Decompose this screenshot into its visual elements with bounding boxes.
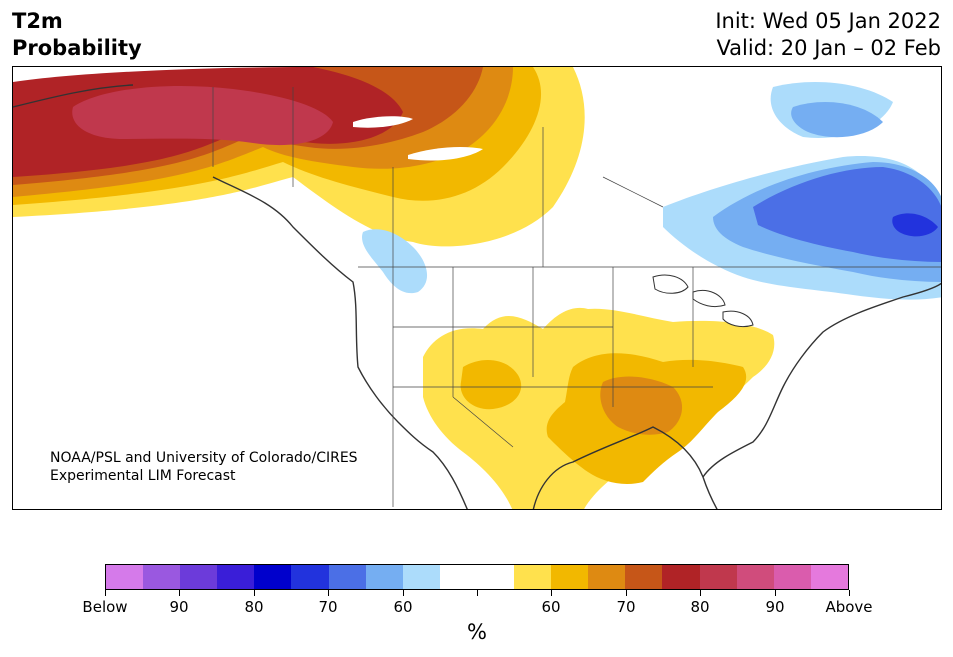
colorbar-segment <box>662 565 700 589</box>
colorbar-tick-label: 90 <box>765 598 785 616</box>
colorbar-segment <box>143 565 181 589</box>
valid-period: Valid: 20 Jan – 02 Feb <box>716 36 941 60</box>
title-variable: T2m <box>12 9 63 33</box>
credit-line-2: Experimental LIM Forecast <box>50 468 236 484</box>
great-slave-lake <box>408 147 483 161</box>
forecast-dates: Init: Wed 05 Jan 2022 Valid: 20 Jan – 02… <box>715 8 941 62</box>
anomaly-region-warm-65 <box>460 353 747 484</box>
colorbar-segment <box>254 565 292 589</box>
colorbar-segment <box>514 565 552 589</box>
colorbar-segment <box>439 565 477 589</box>
colorbar-segment <box>810 565 848 589</box>
colorbar-segment <box>588 565 626 589</box>
init-date: Init: Wed 05 Jan 2022 <box>715 9 941 33</box>
anomaly-region-cold-80 <box>892 213 938 237</box>
coastline <box>13 84 941 509</box>
title-type: Probability <box>12 36 142 60</box>
credit-line-1: NOAA/PSL and University of Colorado/CIRE… <box>50 450 358 466</box>
colorbar-tick <box>775 590 776 596</box>
colorbar-tick <box>626 590 627 596</box>
colorbar-tick-label: Below <box>82 598 128 616</box>
colorbar-segment <box>551 565 589 589</box>
map-canvas <box>13 67 941 509</box>
colorbar-tick <box>551 590 552 596</box>
colorbar-segment <box>773 565 811 589</box>
colorbar-segment <box>180 565 218 589</box>
map-title: T2m Probability <box>12 8 142 62</box>
colorbar-tick-label: Above <box>825 598 873 616</box>
colorbar-segment <box>625 565 663 589</box>
colorbar-tick <box>477 590 478 596</box>
colorbar-tick <box>700 590 701 596</box>
colorbar-tick-label: 80 <box>690 598 710 616</box>
anomaly-region-cold-70 <box>753 167 941 262</box>
colorbar-tick-label: 70 <box>616 598 636 616</box>
colorbar-segment <box>217 565 255 589</box>
colorbar-segment <box>291 565 329 589</box>
colorbar-tick <box>105 590 106 596</box>
colorbar-segment <box>328 565 366 589</box>
colorbar-tick <box>403 590 404 596</box>
anomaly-region-warm-85 <box>72 86 333 146</box>
colorbar-ticks <box>105 590 850 598</box>
colorbar-tick <box>328 590 329 596</box>
probability-map: NOAA/PSL and University of Colorado/CIRE… <box>12 66 942 510</box>
colorbar-tick-label: 60 <box>393 598 413 616</box>
colorbar-tick-label: 80 <box>244 598 264 616</box>
colorbar-segment <box>402 565 440 589</box>
colorbar-segment <box>365 565 403 589</box>
colorbar-tick <box>254 590 255 596</box>
anomaly-region-cold-60c <box>362 229 428 294</box>
colorbar-tick <box>179 590 180 596</box>
data-credit: NOAA/PSL and University of Colorado/CIRE… <box>50 449 358 485</box>
colorbar-tick-label: 90 <box>169 598 189 616</box>
colorbar-tick-label: 70 <box>318 598 338 616</box>
colorbar-segment <box>106 565 144 589</box>
colorbar-segment <box>736 565 774 589</box>
colorbar-segment <box>476 565 515 589</box>
anomaly-region-warm-70 <box>600 376 683 435</box>
state-borders <box>212 87 941 507</box>
great-lakes <box>652 274 754 328</box>
colorbar-unit: % <box>467 620 487 644</box>
colorbar-segment <box>699 565 737 589</box>
colorbar-tick-label: 60 <box>541 598 561 616</box>
probability-colorbar <box>105 564 849 590</box>
lake-athabasca <box>353 116 413 128</box>
colorbar-tick <box>849 590 850 596</box>
anomaly-region-cold-65b <box>791 102 883 138</box>
